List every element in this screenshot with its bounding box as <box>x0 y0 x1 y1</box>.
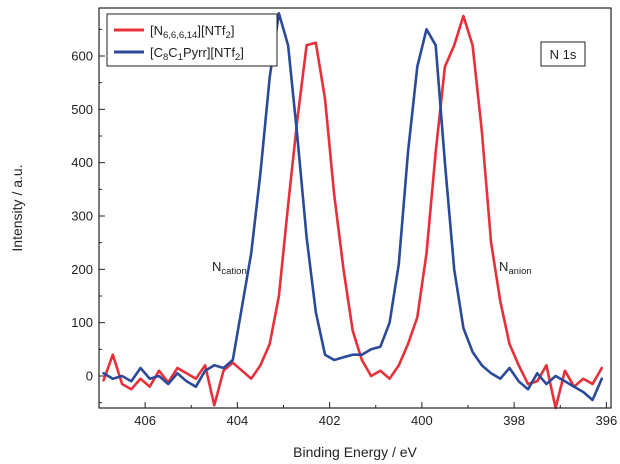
x-tick-label-400: 400 <box>411 413 433 428</box>
x-axis-title: Binding Energy / eV <box>293 444 417 460</box>
y-tick-label-300: 300 <box>71 209 93 224</box>
y-tick-label-400: 400 <box>71 155 93 170</box>
panel-label-box <box>540 41 586 67</box>
x-tick-label-402: 402 <box>319 413 341 428</box>
axis-ticks: 406 404 402 400 398 396 0 100 200 300 400 500 600 <box>71 28 618 428</box>
legend-label-c8c1pyrr: [C8C1Pyrr][NTf2] <box>150 45 244 63</box>
x-tick-label-404: 404 <box>227 413 249 428</box>
annotation-n-cation: Ncation <box>212 259 247 277</box>
y-tick-label-100: 100 <box>71 315 93 330</box>
series-line-0 <box>102 14 604 410</box>
y-tick-label-500: 500 <box>71 102 93 117</box>
x-tick-label-406: 406 <box>134 413 156 428</box>
y-tick-label-0: 0 <box>86 369 93 384</box>
y-tick-label-200: 200 <box>71 262 93 277</box>
legend-label-n66614: [N6,6,6,14][NTf2] <box>150 23 234 41</box>
x-tick-label-396: 396 <box>596 413 618 428</box>
x-tick-label-398: 398 <box>503 413 525 428</box>
legend-box <box>106 13 278 67</box>
series-line-1 <box>102 12 604 402</box>
panel-label-text: N 1s <box>550 47 577 62</box>
plot-frame <box>98 7 612 409</box>
y-tick-label-600: 600 <box>71 49 93 64</box>
plot-series <box>102 12 604 410</box>
legend: [N6,6,6,14][NTf2] [C8C1Pyrr][NTf2] <box>106 13 278 67</box>
panel-label: N 1s <box>540 41 586 67</box>
annotation-n-anion: Nanion <box>499 259 532 277</box>
y-axis-title: Intensity / a.u. <box>9 164 25 251</box>
